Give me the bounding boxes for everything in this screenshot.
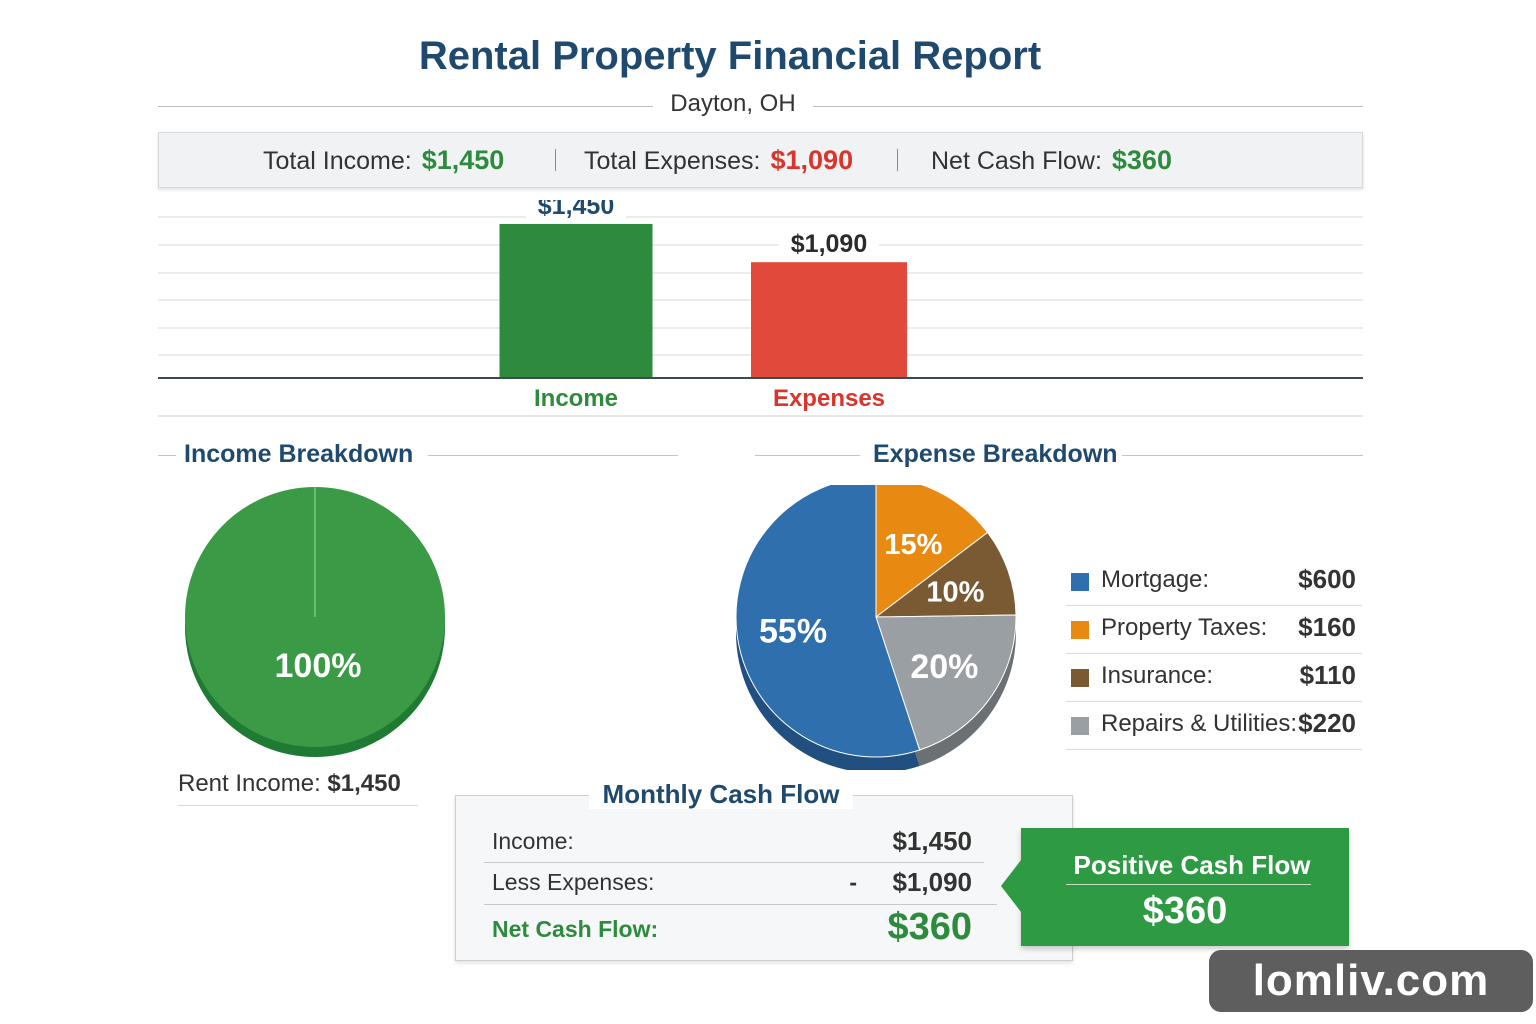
summary-net-value: $360 [1111, 145, 1172, 175]
cash-flow-income-label: Income: [492, 828, 574, 854]
legend-item-repairs-utilities: Repairs & Utilities: $220 [1066, 702, 1362, 750]
minus-sign: - [849, 869, 857, 895]
expense-breakdown-title: Expense Breakdown [873, 440, 1118, 468]
expense-title-line-left [755, 455, 860, 456]
cash-flow-title-text: Monthly Cash Flow [588, 779, 854, 809]
cash-flow-divider [484, 862, 984, 863]
page-subtitle: Dayton, OH [158, 90, 1308, 118]
expense-pie-chart: 15% 10% 20% 55% [735, 485, 1017, 770]
summary-income: Total Income: $1,450 [263, 145, 504, 176]
income-pie-chart: 100% [185, 487, 445, 757]
cash-flow-net-label: Net Cash Flow: [492, 916, 659, 942]
income-pie-percent-label: 100% [275, 647, 362, 685]
legend-item-mortgage: Mortgage: $600 [1066, 558, 1362, 606]
income-title-line-right [428, 455, 678, 456]
cash-flow-income-row: Income: $1,450 [492, 826, 1022, 856]
subtitle-left-line [158, 106, 653, 107]
monthly-cash-flow-box: Monthly Cash Flow Income: $1,450 Less Ex… [455, 779, 1073, 961]
cash-flow-net-row: Net Cash Flow: $360 [492, 906, 1022, 948]
expense-legend: Mortgage: $600 Property Taxes: $160 Insu… [1066, 558, 1362, 750]
positive-cash-flow-badge: Positive Cash Flow $360 [1001, 828, 1349, 946]
summary-net: Net Cash Flow: $360 [931, 145, 1172, 176]
expense-pie-slice-repairs-utilities [875, 614, 1017, 751]
subtitle-text: Dayton, OH [658, 90, 808, 117]
expense-pie-percent-label: 15% [884, 529, 942, 561]
bar-data-label: $1,090 [791, 230, 867, 258]
badge-arrow [1001, 860, 1021, 912]
bar-category-label: Income [534, 385, 618, 412]
expense-pie-slice-property-taxes [875, 485, 989, 619]
summary-separator [897, 149, 898, 171]
expense-pie-percent-label: 55% [759, 612, 827, 650]
watermark: lomliv.com [1209, 950, 1533, 1012]
expense-pie-slice-insurance [874, 531, 1017, 618]
expense-pie-percent-label: 10% [926, 577, 984, 609]
income-expense-bar-chart: $1,450 Income $1,090 Expenses [158, 200, 1363, 430]
rent-income-row: Rent Income: $1,450 [178, 770, 418, 806]
rent-income-label: Rent Income: [178, 770, 321, 797]
subtitle-right-line [813, 106, 1363, 107]
badge-title: Positive Cash Flow [1073, 850, 1311, 880]
summary-expenses: Total Expenses: $1,090 [584, 145, 853, 176]
expense-title-line-right [1122, 455, 1363, 456]
summary-expenses-label: Total Expenses: [584, 147, 761, 175]
cash-flow-divider [484, 904, 997, 905]
legend-label: Mortgage: [1101, 566, 1210, 593]
legend-value: $110 [1299, 660, 1356, 690]
summary-income-value: $1,450 [421, 145, 505, 175]
cash-flow-title: Monthly Cash Flow [456, 779, 986, 810]
bar-label-bg [779, 228, 879, 259]
cash-flow-net-value: $360 [887, 906, 972, 948]
summary-separator [555, 149, 556, 171]
legend-swatch-repairs-utilities [1071, 717, 1089, 735]
summary-expenses-value: $1,090 [770, 145, 854, 175]
legend-item-property-taxes: Property Taxes: $160 [1066, 606, 1362, 654]
bar-category-label: Expenses [773, 385, 885, 412]
income-breakdown-title: Income Breakdown [184, 440, 414, 468]
subtitle-row: Dayton, OH [158, 90, 1363, 122]
legend-label: Repairs & Utilities: [1101, 710, 1298, 737]
badge-value: $360 [1142, 890, 1228, 932]
page-title: Rental Property Financial Report [418, 34, 1042, 78]
legend-value: $220 [1298, 708, 1356, 738]
legend-label: Property Taxes: [1101, 614, 1268, 641]
bar-label-bg [526, 200, 626, 220]
legend-value: $600 [1298, 564, 1356, 594]
legend-swatch-property-taxes [1071, 621, 1089, 639]
cash-flow-expenses-label: Less Expenses: [492, 869, 655, 895]
bar-data-label: $1,450 [538, 200, 614, 220]
bar-expenses [751, 262, 907, 378]
cash-flow-expenses-row: Less Expenses: - $1,090 [492, 867, 1022, 897]
income-title-line-left [158, 455, 176, 456]
rent-income-value: $1,450 [327, 770, 401, 797]
badge-divider [1066, 884, 1311, 885]
bar-income [499, 223, 653, 378]
cash-flow-expenses-value: $1,090 [892, 867, 972, 897]
summary-net-label: Net Cash Flow: [931, 147, 1102, 175]
cash-flow-income-value: $1,450 [892, 826, 972, 856]
legend-item-insurance: Insurance: $110 [1066, 654, 1362, 702]
bar-chart-svg: $1,450 Income $1,090 Expenses [158, 200, 1363, 417]
legend-value: $160 [1298, 612, 1356, 642]
bar-chart-bars: $1,450 Income $1,090 Expenses [499, 200, 907, 412]
legend-label: Insurance: [1101, 662, 1214, 689]
summary-bar: Total Income: $1,450 Total Expenses: $1,09… [158, 132, 1363, 188]
legend-swatch-mortgage [1071, 573, 1089, 591]
summary-income-label: Total Income: [263, 147, 412, 175]
expense-pie-slice-mortgage [735, 485, 921, 758]
legend-swatch-insurance [1071, 669, 1089, 687]
expense-pie-percent-label: 20% [910, 648, 978, 686]
